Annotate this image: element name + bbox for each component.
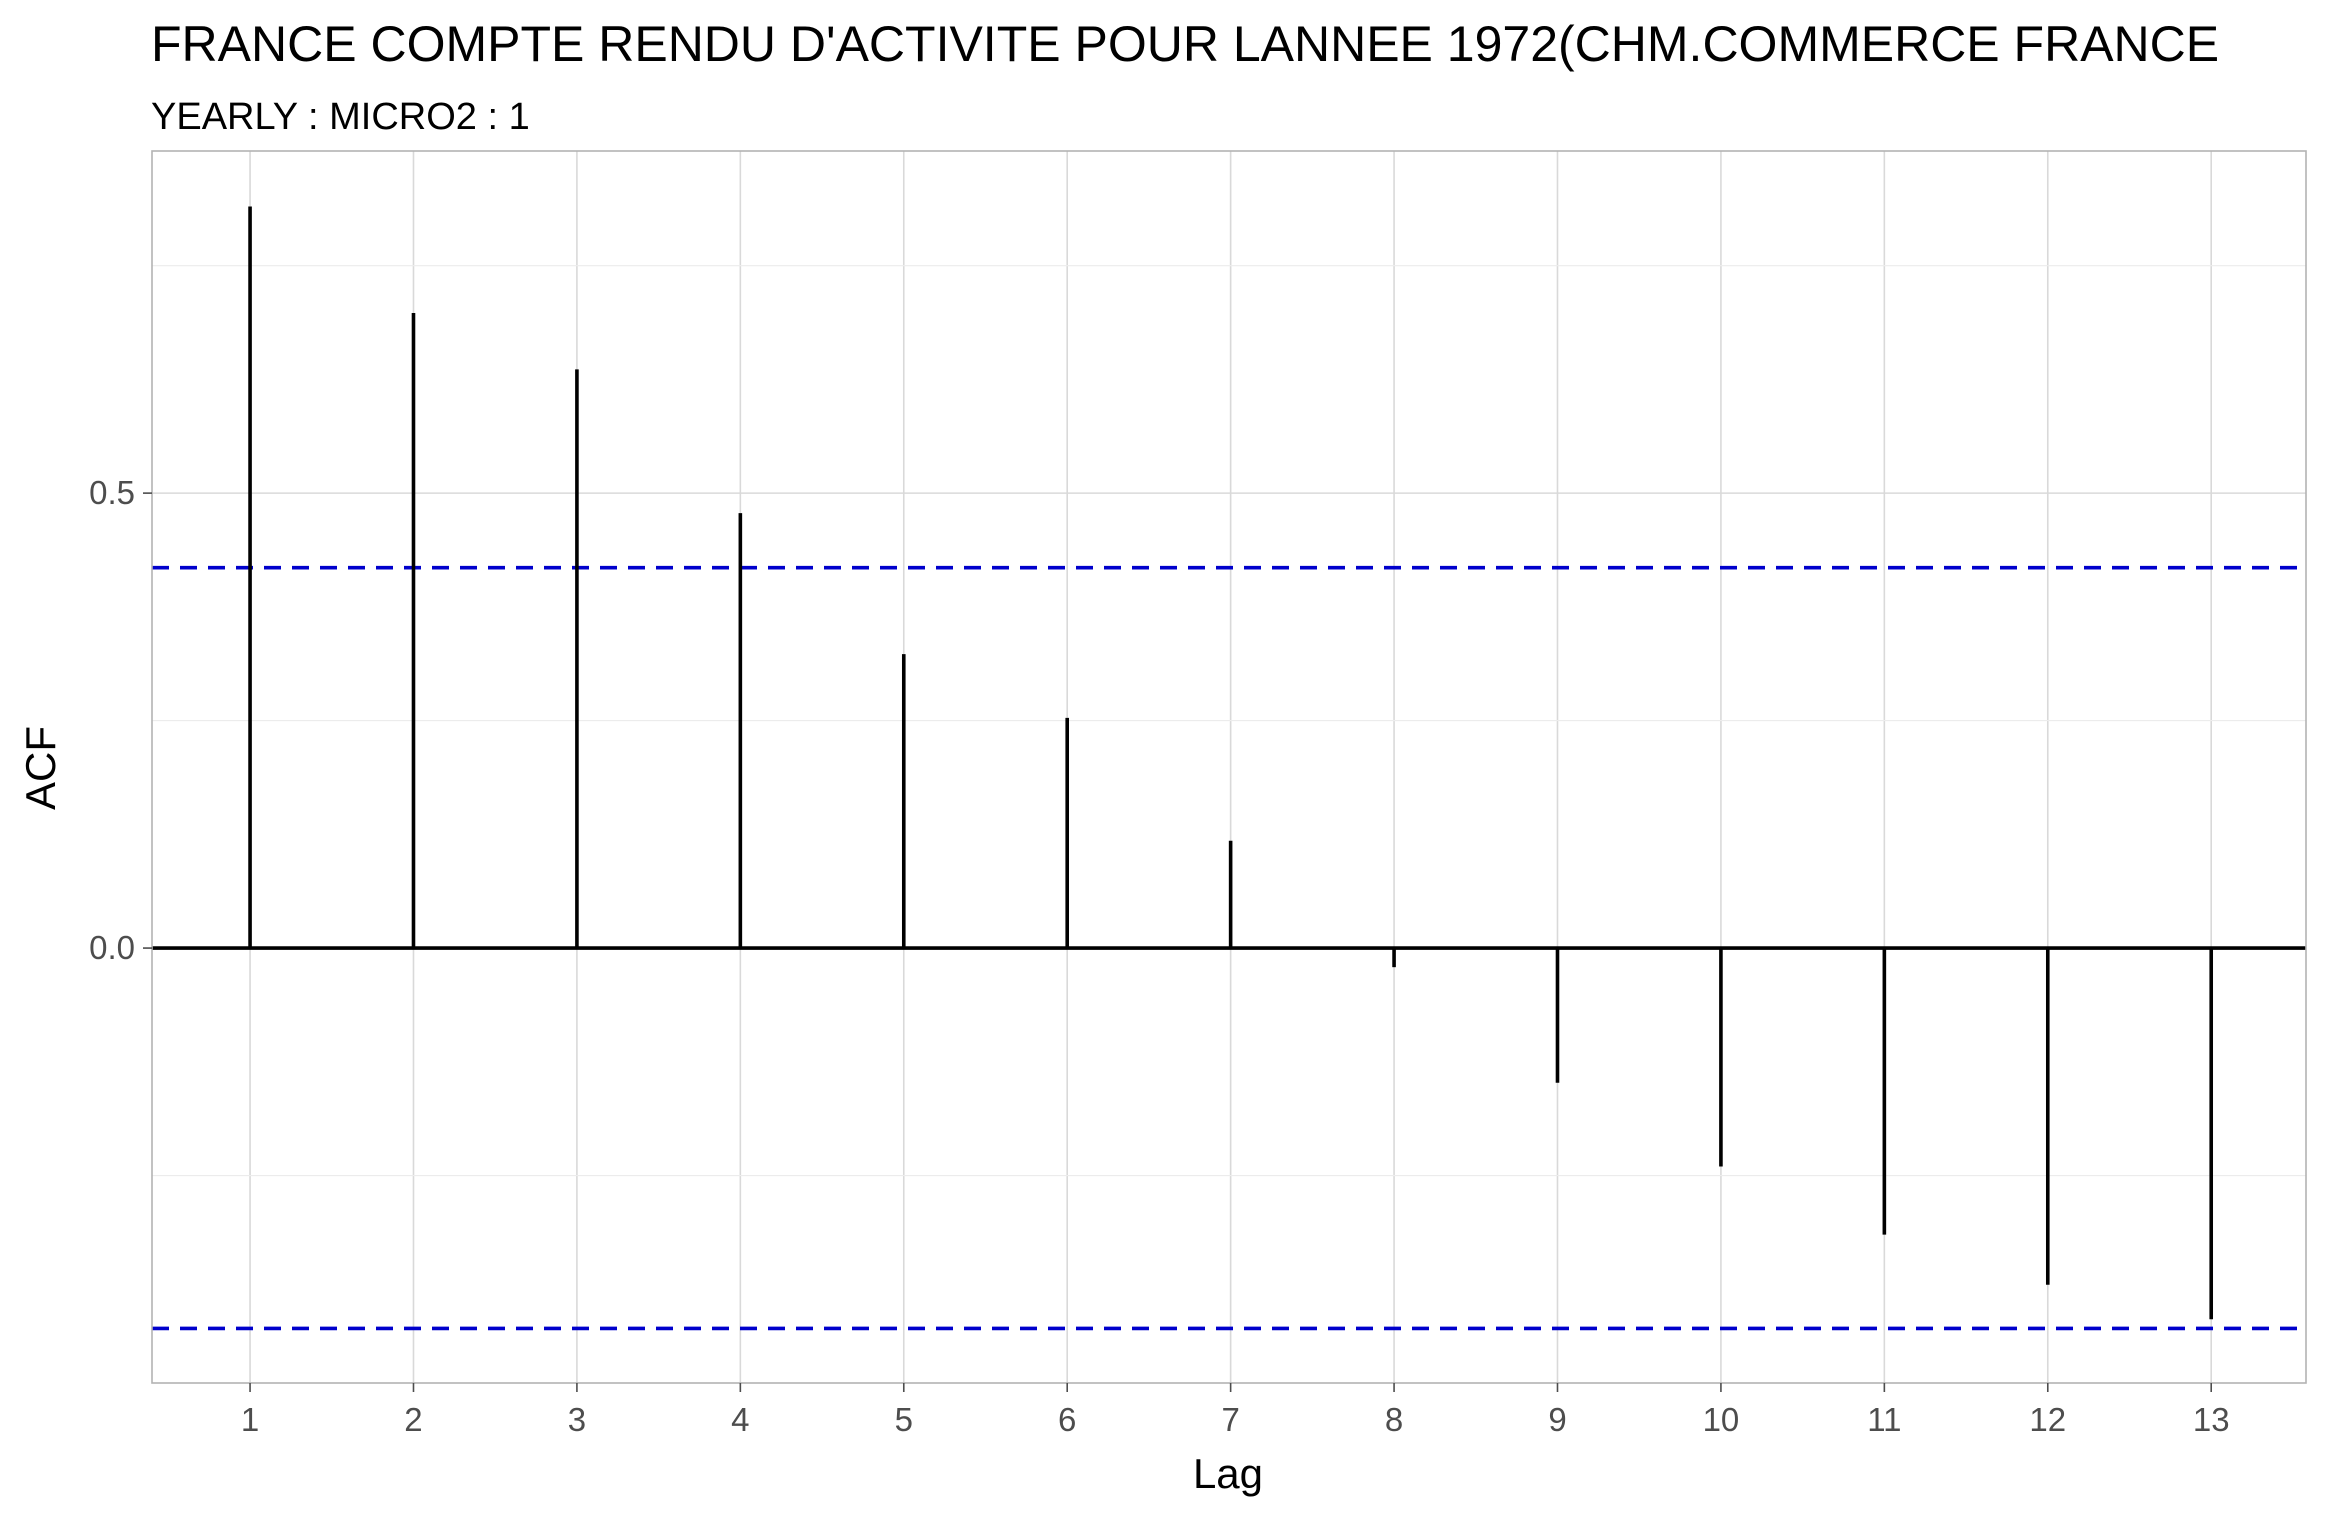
x-tick-label: 5 [895,1401,913,1438]
x-tick-label: 3 [568,1401,586,1438]
chart-title: FRANCE COMPTE RENDU D'ACTIVITE POUR LANN… [151,16,2219,72]
plot-grid [152,151,2306,1383]
y-tick-label: 0.0 [89,929,135,966]
x-axis-title: Lag [1193,1450,1263,1497]
x-tick-label: 2 [404,1401,422,1438]
x-tick-label: 10 [1703,1401,1740,1438]
y-tick-label: 0.5 [89,474,135,511]
chart-subtitle: YEARLY : MICRO2 : 1 [151,96,530,138]
x-tick-label: 6 [1058,1401,1076,1438]
confidence-bounds [152,565,2306,1331]
acf-bars [248,206,2214,1320]
x-tick-label: 1 [241,1401,259,1438]
plot-panel [151,150,2307,1384]
x-tick-label: 8 [1385,1401,1403,1438]
x-tick-label: 7 [1221,1401,1239,1438]
x-axis-ticks: 1 2 3 4 5 6 7 8 9 10 11 12 13 [241,1383,2230,1438]
x-tick-label: 12 [2029,1401,2066,1438]
y-axis-ticks: 0.0 0.5 [89,474,152,966]
x-tick-label: 4 [731,1401,749,1438]
x-tick-label: 13 [2193,1401,2230,1438]
y-axis-title: ACF [17,726,64,810]
x-tick-label: 9 [1548,1401,1566,1438]
x-tick-label: 11 [1867,1401,1901,1438]
